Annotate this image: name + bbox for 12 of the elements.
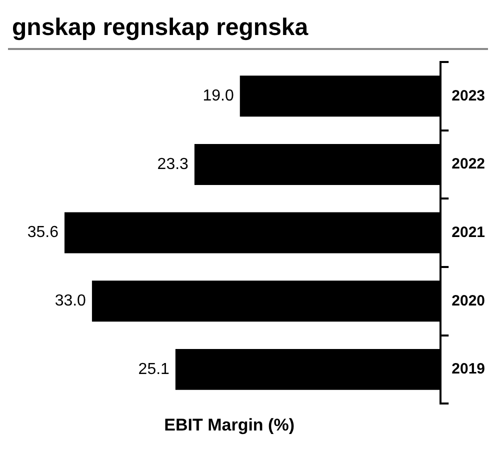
data-label: 23.3 bbox=[157, 156, 189, 173]
data-label: 35.6 bbox=[27, 224, 59, 242]
y-tick-label: 2019 bbox=[452, 360, 486, 378]
chart-title: gnskap regnskap regnska bbox=[8, 8, 488, 50]
y-tick-label: 2022 bbox=[452, 156, 486, 173]
y-tick-label: 2023 bbox=[452, 87, 486, 104]
y-tick-label: 2021 bbox=[452, 224, 486, 241]
data-label: 19.0 bbox=[202, 88, 234, 105]
y-tick-label: 2020 bbox=[452, 292, 486, 310]
x-axis-title: EBIT Margin (%) bbox=[164, 415, 294, 434]
data-label: 25.1 bbox=[138, 360, 170, 378]
data-label: 33.0 bbox=[54, 292, 86, 310]
